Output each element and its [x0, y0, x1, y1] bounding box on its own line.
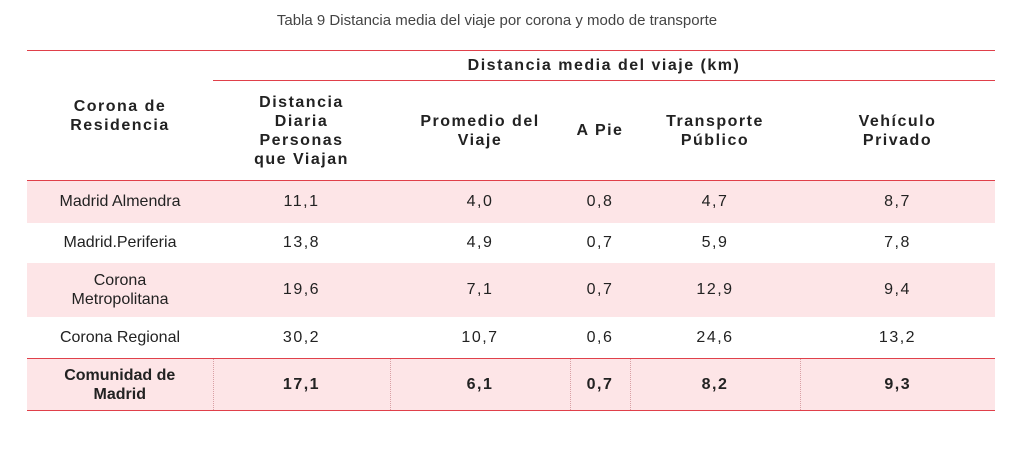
- row-label: Madrid Almendra: [59, 193, 181, 211]
- table-row: Madrid Almendra 11,1 4,0 0,8 4,7 8,7: [27, 180, 995, 223]
- table-row: Comunidad de Madrid 17,1 6,1 0,7 8,2 9,3: [27, 358, 995, 411]
- cell: 13,8: [282, 234, 321, 251]
- column-header: Promedio del Viaje: [420, 112, 540, 149]
- cell: 12,9: [696, 281, 734, 298]
- cell: 0,7: [569, 358, 630, 411]
- cell: 10,7: [461, 328, 499, 346]
- column-header: Distancia Diaria Personas que Viajan: [254, 93, 349, 168]
- cell: 30,2: [282, 328, 321, 346]
- cell: 17,1: [212, 358, 390, 411]
- cell: 7,8: [884, 234, 911, 251]
- cell: 19,6: [282, 281, 321, 298]
- cell: 6,1: [389, 358, 570, 411]
- row-label: Corona Metropolitana: [71, 271, 169, 308]
- caption: Tabla 9 Distancia media del viaje por co…: [276, 12, 718, 29]
- table-row: Madrid.Periferia 13,8 4,9 0,7 5,9 7,8: [27, 223, 995, 263]
- cell: 0,7: [586, 234, 614, 251]
- cell: 4,7: [701, 193, 729, 211]
- cell: 5,9: [701, 234, 729, 251]
- row-label: Comunidad de Madrid: [64, 366, 176, 403]
- data-table: Corona de Residencia Distancia media del…: [27, 50, 995, 411]
- cell: 4,9: [466, 234, 494, 251]
- cell: 0,6: [586, 328, 614, 346]
- column-header: A Pie: [576, 122, 624, 139]
- cell: 0,7: [586, 281, 614, 298]
- row-label: Corona Regional: [59, 328, 181, 346]
- row-label: Madrid.Periferia: [63, 234, 177, 251]
- cell: 9,4: [884, 281, 911, 298]
- column-header: Vehículo Privado: [858, 112, 937, 149]
- cell: 8,2: [629, 358, 800, 411]
- group-header: Distancia media del viaje (km): [467, 57, 741, 74]
- cell: 11,1: [283, 193, 320, 211]
- cell: 9,3: [799, 358, 995, 411]
- cell: 13,2: [878, 328, 917, 346]
- row-header: Corona de Residencia: [27, 50, 213, 181]
- cell: 7,1: [466, 281, 494, 298]
- cell: 8,7: [884, 193, 911, 211]
- column-header: Transporte Público: [666, 112, 764, 149]
- table-row: Corona Regional 30,2 10,7 0,6 24,6 13,2: [27, 317, 995, 359]
- table-row: Corona Metropolitana 19,6 7,1 0,7 12,9 9,4: [27, 262, 995, 317]
- cell: 0,8: [586, 193, 614, 211]
- cell: 4,0: [466, 193, 494, 211]
- cell: 24,6: [696, 328, 734, 346]
